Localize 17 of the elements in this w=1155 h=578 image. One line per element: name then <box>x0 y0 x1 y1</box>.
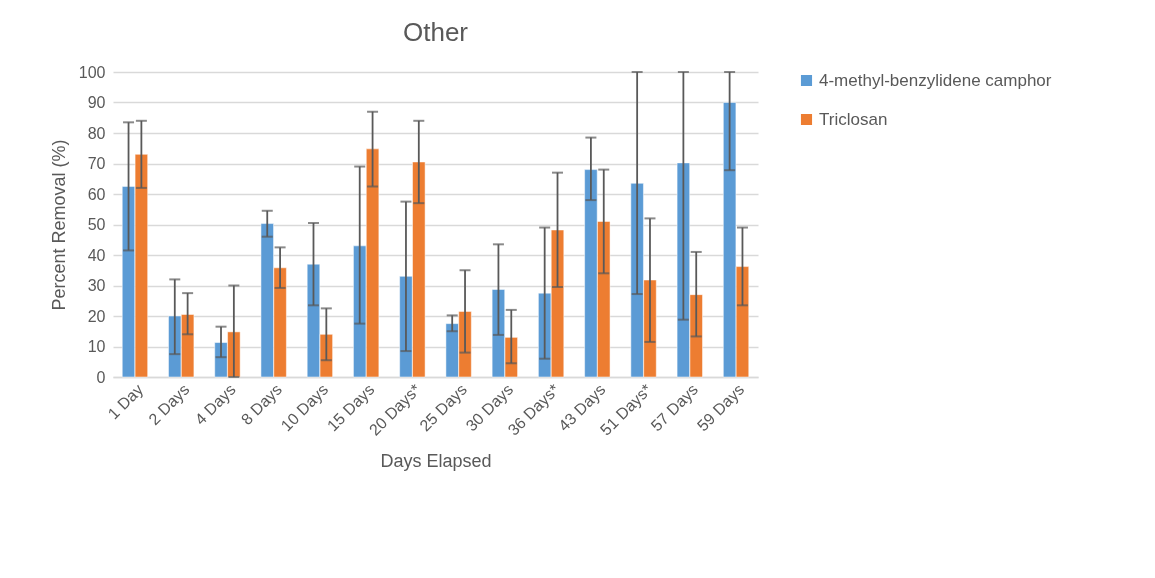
y-tick-label: 60 <box>87 185 106 203</box>
x-tick-label: 1 Day <box>104 380 147 423</box>
legend-label: Triclosan <box>819 109 888 129</box>
y-axis-title: Percent Removal (%) <box>48 139 69 311</box>
y-tick-label: 20 <box>87 307 106 325</box>
y-tick-label: 50 <box>87 216 106 233</box>
y-tick-label: 30 <box>87 277 106 294</box>
y-tick-label: 70 <box>87 155 106 172</box>
y-tick-label: 10 <box>87 338 106 355</box>
y-tick-label: 100 <box>78 63 106 81</box>
x-axis-title: Days Elapsed <box>380 450 492 471</box>
y-tick-label: 80 <box>87 124 106 142</box>
y-tick-label: 40 <box>87 246 106 264</box>
y-tick-label: 90 <box>87 94 106 111</box>
chart-title: Other <box>402 17 469 47</box>
y-tick-label: 0 <box>96 368 106 386</box>
legend-label: 4-methyl-benzylidene camphor <box>819 70 1052 90</box>
